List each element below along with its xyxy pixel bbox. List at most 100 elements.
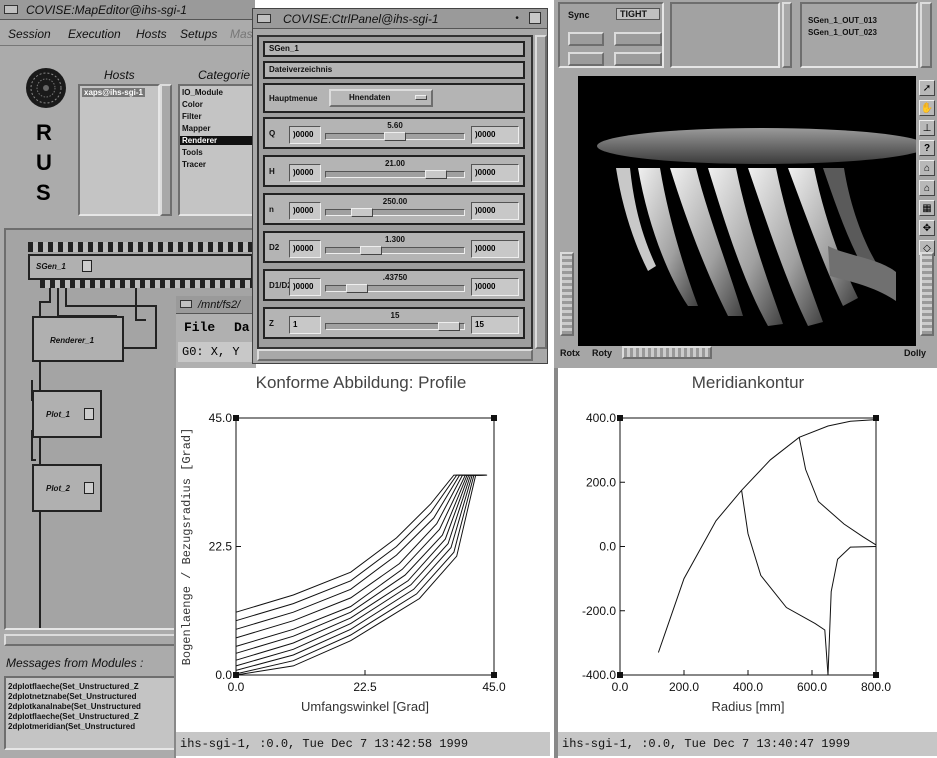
output-item[interactable]: SGen_1_OUT_023 [808,28,877,37]
x-tick-label: 400.0 [733,680,763,694]
renderer-info-scrollbar[interactable] [782,2,792,68]
slider-thumb[interactable] [350,208,373,217]
menu-setups[interactable]: Setups [180,27,218,41]
text-window-titlebar[interactable]: /mnt/fs2/ [176,296,256,314]
output-list-scrollbar[interactable] [920,2,932,68]
slider-max-field[interactable]: 15 [471,316,519,334]
module-sgen[interactable]: SGen_1 [28,254,253,280]
ctrl-panel-vscrollbar[interactable] [535,35,547,349]
category-io-module[interactable]: IO_Module [182,88,223,97]
category-mapper[interactable]: Mapper [182,124,211,133]
output-item[interactable]: SGen_1_OUT_013 [808,16,877,25]
roty-wheel[interactable] [622,346,712,359]
menu-session[interactable]: Session [8,27,51,41]
minimize-icon[interactable]: • [515,13,519,24]
series-line-9 [235,474,485,671]
menu-hosts[interactable]: Hosts [136,27,167,41]
slider-min-field[interactable]: )0000 [289,126,321,144]
module-plot-2[interactable]: Plot_2 [32,464,102,512]
module-plot-2-toggle[interactable] [84,482,94,494]
home-icon[interactable]: ⌂ [919,160,935,176]
set-home-icon[interactable]: ⌂ [919,180,935,196]
window-menu-icon[interactable] [180,300,192,308]
series-line-5 [235,474,481,647]
category-color[interactable]: Color [182,100,203,109]
sync-button-2[interactable] [614,32,662,46]
menu-execution[interactable]: Execution [68,27,121,41]
slider-thumb[interactable] [346,284,369,293]
slider-name: Z [269,319,274,328]
window-menu-icon[interactable] [257,14,271,23]
categories-list[interactable]: IO_Module Color Filter Mapper Renderer T… [178,84,255,216]
hand-icon[interactable]: ✋ [919,100,935,116]
module-plot-1-toggle[interactable] [84,408,94,420]
message-line: 2dplotflaeche(Set_Unstructured_Z [8,682,139,691]
host-item[interactable]: xaps@ihs-sgi-1 [82,88,145,97]
map-editor-titlebar[interactable]: COVISE:MapEditor@ihs-sgi-1 [0,0,255,20]
dolly-wheel[interactable] [920,252,934,336]
meridian-contour-chart: Meridiankontur 0.0 200.0 400.0 600.0 800.0 400… [582,373,891,714]
slider-min-field[interactable]: )0000 [289,164,321,182]
message-line: 2dplotmeridian(Set_Unstructured [8,722,136,731]
menu-master[interactable]: Mas [230,27,253,41]
dolly-label: Dolly [904,348,927,358]
slider-thumb[interactable] [425,170,448,179]
sync-button-4[interactable] [614,52,662,66]
ctrl-panel-titlebar[interactable]: COVISE:CtrlPanel@ihs-sgi-1 • [253,9,547,29]
dir-row[interactable]: Dateiverzeichnis [263,61,525,79]
slider-min-field[interactable]: )0000 [289,202,321,220]
slider-row-2: H )0000 21.00 )0000 [263,155,525,187]
view-all-icon[interactable]: ▦ [919,200,935,216]
module-plot-1[interactable]: Plot_1 [32,390,102,438]
slider-max-field[interactable]: )0000 [471,202,519,220]
slider-min-field[interactable]: )0000 [289,240,321,258]
render-viewport[interactable] [578,76,927,346]
menu-option-value: Hnendaten [349,93,391,102]
rotx-wheel[interactable] [560,252,574,336]
x-tick-label: 800.0 [861,680,891,694]
module-renderer[interactable]: Renderer_1 [32,316,124,362]
y-tick-label: -400.0 [582,668,616,682]
slider-track[interactable] [325,171,465,178]
x-axis-label: Radius [mm] [712,699,785,714]
slider-max-field[interactable]: )0000 [471,126,519,144]
category-filter[interactable]: Filter [182,112,202,121]
ctrl-panel-hscrollbar[interactable] [257,349,533,361]
x-tick-label: 45.0 [482,680,506,694]
seek-icon[interactable]: ✥ [919,220,935,236]
help-icon[interactable]: ? [919,140,935,156]
slider-thumb[interactable] [438,322,461,331]
ctrl-panel-window: COVISE:CtrlPanel@ihs-sgi-1 • SGen_1 Date… [252,8,548,364]
category-renderer[interactable]: Renderer [180,136,253,145]
category-tracer[interactable]: Tracer [182,160,207,169]
slider-min-field[interactable]: )0000 [289,278,321,296]
menu-data[interactable]: Da [234,320,250,335]
slider-max-field[interactable]: )0000 [471,240,519,258]
sync-value[interactable]: TIGHT [616,8,660,20]
slider-track[interactable] [325,285,465,292]
renderer-info-panel [670,2,780,68]
slider-track[interactable] [325,209,465,216]
menu-file[interactable]: File [184,320,216,335]
pointer-icon[interactable]: ➚ [919,80,935,96]
hosts-scrollbar[interactable] [160,84,172,216]
module-sgen-toggle[interactable] [82,260,92,272]
renderer-output-list[interactable]: SGen_1_OUT_013 SGen_1_OUT_023 [800,2,918,68]
window-menu-icon[interactable] [4,5,18,14]
sync-button-3[interactable] [568,52,604,66]
slider-track[interactable] [325,247,465,254]
menu-option-button[interactable]: Hnendaten [329,89,433,107]
slider-min-field[interactable]: 1 [289,316,321,334]
category-tools[interactable]: Tools [182,148,203,157]
maximize-icon[interactable] [529,12,541,24]
slider-thumb[interactable] [384,132,406,141]
axes-icon[interactable]: ⊥ [919,120,935,136]
sync-button-1[interactable] [568,32,604,46]
module-sgen-label: SGen_1 [36,262,66,271]
hosts-list[interactable]: xaps@ihs-sgi-1 [78,84,160,216]
slider-track[interactable] [325,323,465,330]
slider-max-field[interactable]: )0000 [471,278,519,296]
slider-thumb[interactable] [360,246,383,255]
slider-max-field[interactable]: )0000 [471,164,519,182]
slider-value: 21.00 [384,159,406,168]
